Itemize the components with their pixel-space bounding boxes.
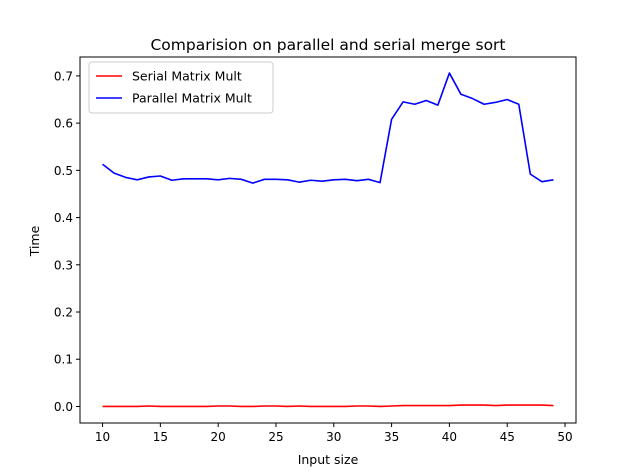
x-tick-label: 30 <box>326 430 341 444</box>
chart-title: Comparision on parallel and serial merge… <box>150 36 505 54</box>
y-tick-label: 0.6 <box>54 117 73 131</box>
x-tick-label: 15 <box>153 430 168 444</box>
y-tick-label: 0.5 <box>54 164 73 178</box>
legend-label-parallel: Parallel Matrix Mult <box>132 91 252 106</box>
x-tick-label: 40 <box>442 430 457 444</box>
axes-frame <box>79 56 577 424</box>
x-tick-label: 10 <box>95 430 110 444</box>
legend-label-serial: Serial Matrix Mult <box>132 69 242 84</box>
y-tick-label: 0.0 <box>54 400 73 414</box>
x-axis-label: Input size <box>298 452 359 467</box>
series-line-serial-matrix-mult <box>102 404 554 408</box>
y-tick-label: 0.3 <box>54 258 73 272</box>
legend-box <box>88 61 274 114</box>
x-tick-label: 35 <box>384 430 399 444</box>
y-axis-label: Time <box>27 225 42 257</box>
x-tick-label: 45 <box>500 430 515 444</box>
y-tick-label: 0.4 <box>54 211 73 225</box>
y-tick-label: 0.1 <box>54 353 73 367</box>
y-tick-label: 0.7 <box>54 69 73 83</box>
legend: Serial Matrix Mult Parallel Matrix Mult <box>88 61 274 114</box>
x-tick-label: 50 <box>557 430 572 444</box>
plot-area: 10 15 20 25 30 35 40 45 50 0.0 0.1 0.2 0.3 0.4 0.5 0.6 0… <box>54 56 577 444</box>
y-tick-label: 0.2 <box>54 306 73 320</box>
x-tick-label: 20 <box>211 430 226 444</box>
x-tick-label: 25 <box>268 430 283 444</box>
series-line-parallel-matrix-mult <box>102 72 554 184</box>
